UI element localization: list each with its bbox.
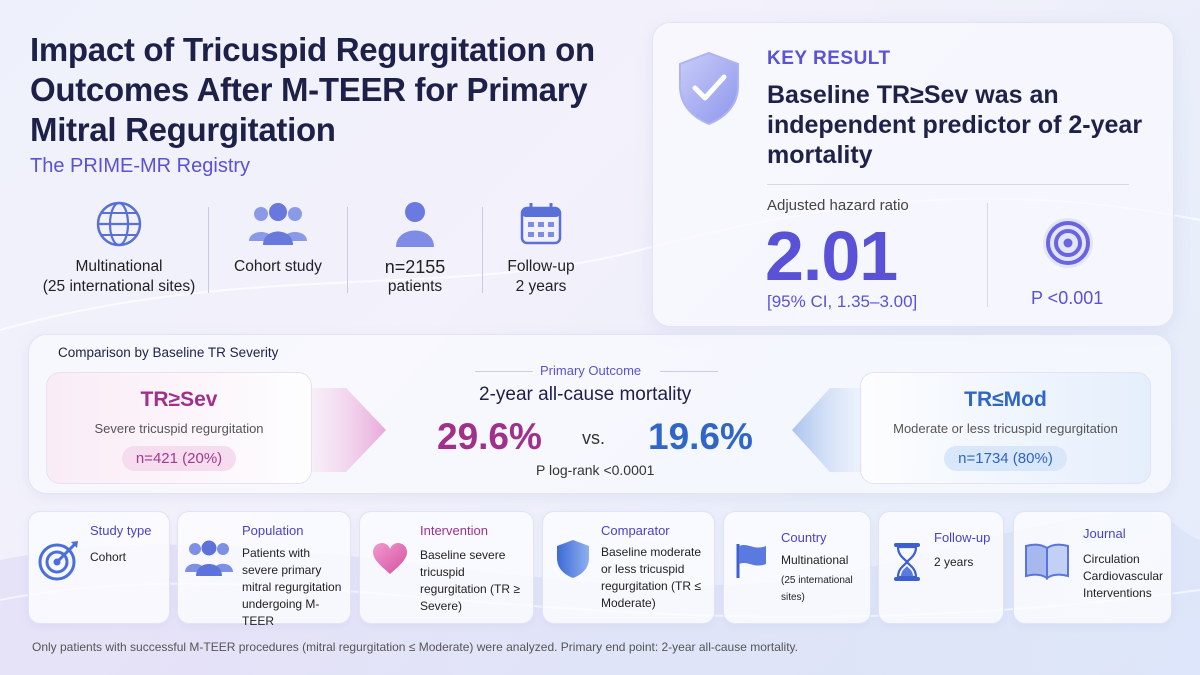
ahr-label: Adjusted hazard ratio bbox=[767, 197, 909, 214]
card-text: 2 years bbox=[934, 555, 974, 569]
ahr-ci: [95% CI, 1.35–3.00] bbox=[767, 292, 918, 311]
card-text-secondary: (25 international sites) bbox=[781, 575, 853, 603]
shield-check-icon bbox=[676, 50, 742, 131]
card-title: Country bbox=[781, 530, 827, 545]
globe-icon bbox=[94, 195, 144, 253]
calendar-icon bbox=[519, 195, 563, 253]
card-country: Country Multinational (25 international … bbox=[723, 511, 871, 624]
fact-line2: (25 international sites) bbox=[42, 278, 196, 295]
person-icon bbox=[393, 195, 437, 253]
tr-moderate-card: TR≤Mod Moderate or less tricuspid regurg… bbox=[860, 372, 1151, 484]
card-title: Intervention bbox=[420, 523, 488, 538]
card-comparator: Comparator Baseline moderate or less tri… bbox=[542, 511, 715, 624]
divider bbox=[660, 371, 718, 372]
divider bbox=[482, 207, 483, 293]
tr-severe-mortality: 29.6% bbox=[437, 416, 542, 457]
fact-line1: Multinational bbox=[75, 258, 163, 275]
shield-icon bbox=[555, 538, 591, 585]
tr-moderate-n-badge: n=1734 (80%) bbox=[944, 446, 1067, 471]
fact-line1: n=2155 bbox=[384, 257, 446, 277]
tr-moderate-title: TR≤Mod bbox=[964, 388, 1047, 411]
book-icon bbox=[1024, 542, 1070, 585]
card-text: Baseline moderate or less tricuspid regu… bbox=[601, 545, 702, 610]
fact-multinational: Multinational (25 international sites) bbox=[30, 195, 208, 305]
hourglass-icon bbox=[893, 542, 921, 587]
target-icon bbox=[1040, 215, 1096, 276]
study-facts: Multinational (25 international sites) C… bbox=[30, 195, 600, 305]
divider bbox=[208, 207, 209, 293]
target-icon bbox=[37, 538, 81, 587]
arrow-right-icon bbox=[312, 388, 388, 477]
tr-severe-card: TR≥Sev Severe tricuspid regurgitation n=… bbox=[46, 372, 312, 484]
card-text: Baseline severe tricuspid regurgitation … bbox=[420, 548, 520, 613]
tr-severe-title: TR≥Sev bbox=[140, 388, 218, 411]
p-value: P <0.001 bbox=[1031, 288, 1104, 308]
fact-line1: Follow-up bbox=[507, 258, 575, 275]
tr-severe-sub: Severe tricuspid regurgitation bbox=[94, 421, 264, 436]
key-result-text: Baseline TR≥Sev was an independent predi… bbox=[767, 81, 1143, 169]
divider bbox=[347, 207, 348, 293]
heart-icon bbox=[372, 542, 408, 581]
card-study-type: Study type Cohort bbox=[28, 511, 170, 624]
tr-moderate-mortality: 19.6% bbox=[648, 416, 753, 457]
versus-label: vs. bbox=[582, 428, 606, 448]
tr-moderate-sub: Moderate or less tricuspid regurgitation bbox=[893, 421, 1118, 436]
fact-patients: n=2155 patients bbox=[348, 195, 482, 305]
people-icon bbox=[247, 195, 309, 253]
card-title: Follow-up bbox=[934, 530, 991, 545]
ahr-value: 2.01 bbox=[765, 217, 898, 295]
card-text: Cohort bbox=[90, 550, 127, 564]
fact-line2: 2 years bbox=[515, 278, 567, 295]
card-title: Journal bbox=[1083, 526, 1126, 541]
key-result-label: KEY RESULT bbox=[767, 48, 891, 69]
fact-line2: patients bbox=[387, 278, 443, 295]
page-title: Impact of Tricuspid Regurgitation on Out… bbox=[30, 31, 595, 148]
flag-icon bbox=[734, 542, 768, 585]
card-title: Study type bbox=[90, 523, 152, 538]
comparison-label: Comparison by Baseline TR Severity bbox=[58, 345, 279, 360]
tr-severe-n-badge: n=421 (20%) bbox=[121, 446, 237, 471]
divider bbox=[987, 203, 988, 307]
fact-line1: Cohort study bbox=[234, 258, 322, 275]
footnote: Only patients with successful M-TEER pro… bbox=[32, 640, 798, 654]
card-followup: Follow-up 2 years bbox=[878, 511, 1004, 624]
card-title: Population bbox=[242, 523, 304, 538]
primary-outcome-label: Primary Outcome bbox=[540, 363, 642, 378]
p-logrank: P log-rank <0.0001 bbox=[536, 462, 655, 478]
fact-followup: Follow-up 2 years bbox=[483, 195, 599, 305]
divider bbox=[767, 184, 1129, 185]
card-title: Comparator bbox=[601, 523, 670, 538]
page-subtitle: The PRIME-MR Registry bbox=[30, 155, 251, 177]
card-intervention: Intervention Baseline severe tricuspid r… bbox=[359, 511, 534, 624]
divider bbox=[475, 371, 533, 372]
fact-cohort: Cohort study bbox=[209, 195, 347, 305]
card-journal: Journal Circulation Cardiovascular Inter… bbox=[1013, 511, 1172, 624]
card-text: Circulation Cardiovascular Interventions bbox=[1083, 552, 1164, 600]
card-text: Patients with severe primary mitral regu… bbox=[242, 546, 342, 628]
primary-outcome-title: 2-year all-cause mortality bbox=[479, 384, 692, 405]
card-text: Multinational bbox=[781, 553, 849, 567]
card-population: Population Patients with severe primary … bbox=[177, 511, 351, 628]
arrow-left-icon bbox=[790, 388, 862, 477]
people-icon bbox=[184, 538, 234, 583]
